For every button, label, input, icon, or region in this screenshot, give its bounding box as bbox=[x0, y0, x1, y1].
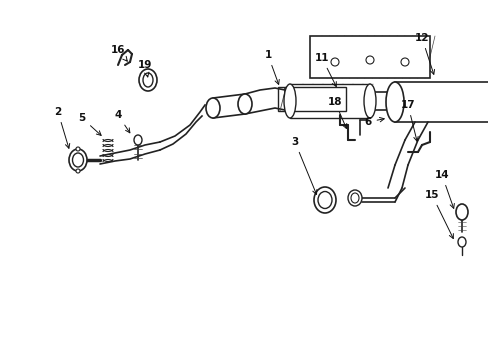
Text: 10: 10 bbox=[0, 359, 1, 360]
Ellipse shape bbox=[284, 84, 295, 118]
Ellipse shape bbox=[72, 153, 83, 167]
Bar bbox=[278, 87, 346, 111]
Text: 15: 15 bbox=[424, 190, 452, 239]
Ellipse shape bbox=[457, 237, 465, 247]
Ellipse shape bbox=[76, 169, 80, 173]
Ellipse shape bbox=[238, 94, 251, 114]
Ellipse shape bbox=[455, 204, 467, 220]
Text: 3: 3 bbox=[291, 137, 316, 194]
Text: 14: 14 bbox=[434, 170, 453, 208]
Ellipse shape bbox=[285, 88, 289, 110]
Ellipse shape bbox=[317, 88, 323, 110]
Ellipse shape bbox=[142, 73, 153, 87]
Bar bbox=[309, 36, 429, 78]
Ellipse shape bbox=[295, 88, 301, 110]
Text: 8: 8 bbox=[0, 359, 1, 360]
Ellipse shape bbox=[323, 88, 328, 110]
Text: 1: 1 bbox=[264, 50, 279, 84]
Ellipse shape bbox=[363, 84, 375, 118]
Ellipse shape bbox=[347, 190, 361, 206]
Ellipse shape bbox=[312, 88, 317, 110]
Text: 2: 2 bbox=[54, 107, 70, 148]
Text: 6: 6 bbox=[364, 117, 384, 127]
Ellipse shape bbox=[317, 192, 331, 208]
Ellipse shape bbox=[328, 88, 333, 110]
Text: 16: 16 bbox=[110, 45, 127, 61]
Text: 4: 4 bbox=[114, 110, 130, 133]
Text: 18: 18 bbox=[327, 97, 346, 129]
Text: 11: 11 bbox=[314, 53, 336, 86]
Ellipse shape bbox=[350, 193, 358, 203]
Ellipse shape bbox=[306, 88, 311, 110]
Ellipse shape bbox=[139, 69, 157, 91]
Ellipse shape bbox=[76, 147, 80, 151]
Ellipse shape bbox=[334, 88, 339, 110]
Ellipse shape bbox=[69, 149, 87, 171]
Text: 20: 20 bbox=[0, 359, 1, 360]
Text: 13: 13 bbox=[0, 359, 1, 360]
Text: 22: 22 bbox=[0, 359, 1, 360]
Ellipse shape bbox=[301, 88, 306, 110]
Text: 5: 5 bbox=[78, 113, 101, 135]
Ellipse shape bbox=[290, 88, 295, 110]
Bar bbox=[394, 82, 488, 122]
Text: 12: 12 bbox=[414, 33, 434, 74]
Text: 9: 9 bbox=[0, 359, 1, 360]
Ellipse shape bbox=[385, 82, 403, 122]
Bar bbox=[289, 84, 369, 118]
Text: 19: 19 bbox=[138, 60, 152, 77]
Ellipse shape bbox=[313, 187, 335, 213]
Ellipse shape bbox=[134, 135, 142, 145]
Text: 7: 7 bbox=[0, 359, 1, 360]
Ellipse shape bbox=[330, 58, 338, 66]
Text: 17: 17 bbox=[400, 100, 417, 141]
Ellipse shape bbox=[205, 98, 220, 118]
Ellipse shape bbox=[400, 58, 408, 66]
Ellipse shape bbox=[365, 56, 373, 64]
Text: 21: 21 bbox=[0, 359, 1, 360]
